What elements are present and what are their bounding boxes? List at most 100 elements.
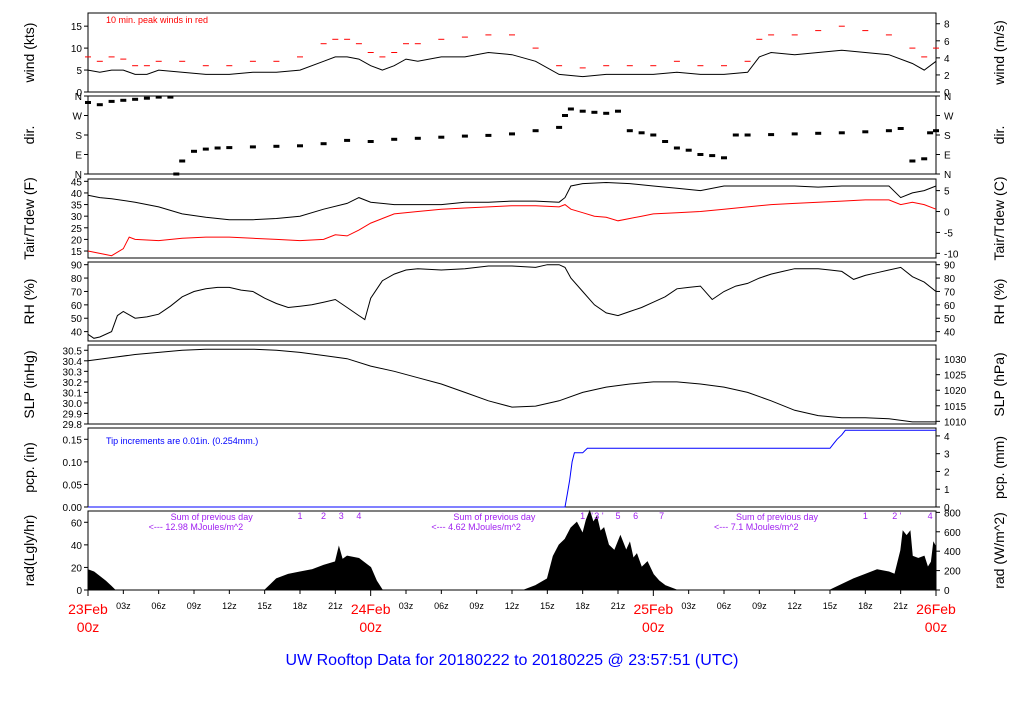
- direction-point: [709, 154, 716, 158]
- direction-point: [732, 133, 739, 137]
- wind-series-line-0: [87, 49, 937, 78]
- humidity-left-tick-label: 70: [71, 287, 83, 298]
- wind-annotation: 10 min. peak winds in red: [106, 15, 208, 25]
- x-major-time-label: 00z: [925, 619, 948, 635]
- precipitation-right-axis-title: pcp. (mm): [991, 436, 1007, 499]
- pressure-left-tick-label: 30.4: [63, 357, 83, 368]
- radiation-hour-mark: ': [602, 511, 604, 521]
- direction-point: [697, 153, 704, 156]
- direction-point: [862, 130, 869, 134]
- radiation-hour-mark: 1: [580, 511, 585, 521]
- pressure-left-axis-title: SLP (inHg): [21, 350, 37, 418]
- precipitation-left-tick-label: 0.05: [63, 480, 83, 491]
- pressure-right-tick-label: 1025: [944, 371, 967, 382]
- x-major-day-label: 26Feb: [916, 601, 956, 617]
- x-minor-label: 15z: [257, 601, 272, 611]
- wind-left-tick-label: 10: [71, 44, 83, 55]
- radiation-day-note-line1: Sum of previous day: [736, 512, 819, 522]
- x-minor-label: 03z: [116, 601, 131, 611]
- pressure-right-tick-label: 1010: [944, 417, 967, 428]
- x-minor-label: 12z: [222, 601, 237, 611]
- x-major-time-label: 00z: [642, 619, 665, 635]
- humidity-right-tick-label: 40: [944, 328, 956, 339]
- wind-left-tick-label: 0: [76, 88, 82, 99]
- radiation-day-note-line2: <--- 4.62 MJoules/m^2: [431, 522, 521, 532]
- direction-point: [173, 172, 180, 176]
- direction-point: [143, 96, 150, 100]
- direction-point: [391, 137, 398, 141]
- direction-point: [202, 147, 209, 151]
- direction-point: [562, 114, 568, 117]
- direction-point: [226, 146, 233, 150]
- x-major-day-label: 25Feb: [633, 601, 673, 617]
- direction-point: [167, 95, 174, 99]
- radiation-day-note-line2: <--- 7.1 MJoules/m^2: [714, 522, 799, 532]
- radiation-hour-mark: 5: [615, 511, 620, 521]
- direction-point: [638, 131, 645, 135]
- radiation-left-tick-label: 20: [71, 563, 83, 574]
- humidity-right-tick-label: 70: [944, 287, 956, 298]
- radiation-left-tick-label: 40: [71, 541, 83, 552]
- radiation-hour-mark: ': [900, 511, 902, 521]
- radiation-left-tick-label: 60: [71, 518, 83, 529]
- temperature-right-axis-title: Tair/Tdew (C): [991, 176, 1007, 260]
- pressure-panel-frame: [87, 344, 937, 425]
- x-minor-label: 09z: [752, 601, 767, 611]
- x-minor-label: 21z: [893, 601, 908, 611]
- direction-point: [461, 134, 468, 138]
- direction-point: [85, 101, 91, 104]
- temperature-panel-frame: [87, 178, 937, 259]
- precipitation-right-tick-label: 2: [944, 467, 950, 478]
- humidity-left-axis-title: RH (%): [21, 279, 37, 325]
- radiation-right-tick-label: 600: [944, 528, 961, 539]
- temperature-right-tick-label: -5: [944, 228, 953, 239]
- precipitation-right-tick-label: 0: [944, 503, 950, 514]
- temperature-series-line-0: [87, 181, 937, 221]
- wind-right-tick-label: 2: [944, 71, 950, 82]
- humidity-series-line-0: [87, 264, 937, 339]
- direction-point: [567, 107, 574, 111]
- x-minor-label: 03z: [399, 601, 414, 611]
- radiation-hour-mark: 1: [863, 511, 868, 521]
- precipitation-left-tick-label: 0.00: [63, 503, 83, 514]
- direction-point: [556, 125, 563, 129]
- direction-point: [791, 132, 798, 136]
- direction-point: [414, 136, 421, 140]
- radiation-hour-mark: ': [591, 511, 593, 521]
- radiation-hour-mark: 7: [659, 511, 664, 521]
- precipitation-right-tick-label: 1: [944, 485, 950, 496]
- x-minor-label: 06z: [717, 601, 732, 611]
- direction-left-tick-label: N: [75, 170, 82, 181]
- x-minor-label: 21z: [328, 601, 343, 611]
- direction-point: [249, 145, 256, 149]
- wind-left-tick-label: 5: [76, 66, 82, 77]
- chart-title: UW Rooftop Data for 20180222 to 20180225…: [286, 652, 739, 669]
- temperature-right-tick-label: 0: [944, 208, 950, 219]
- precipitation-left-axis-title: pcp. (in): [21, 442, 37, 493]
- wind-right-tick-label: 0: [944, 88, 950, 99]
- x-minor-label: 12z: [787, 601, 802, 611]
- direction-point: [662, 140, 669, 143]
- humidity-right-tick-label: 90: [944, 261, 956, 272]
- direction-point: [96, 103, 103, 107]
- direction-left-tick-label: S: [75, 131, 82, 142]
- x-minor-label: 09z: [469, 601, 484, 611]
- direction-left-axis-title: dir.: [21, 126, 37, 145]
- pressure-left-tick-label: 30.3: [63, 367, 83, 378]
- pressure-right-tick-label: 1020: [944, 386, 967, 397]
- direction-point: [673, 146, 680, 150]
- pressure-series-line-0: [87, 348, 936, 423]
- pressure-left-tick-label: 30.5: [63, 346, 83, 357]
- direction-point: [485, 133, 492, 137]
- direction-left-tick-label: E: [75, 151, 82, 162]
- x-minor-label: 18z: [575, 601, 590, 611]
- direction-right-tick-label: E: [944, 151, 951, 162]
- humidity-left-tick-label: 80: [71, 274, 83, 285]
- direction-point: [320, 142, 327, 146]
- direction-point: [191, 149, 197, 153]
- pressure-left-tick-label: 30.0: [63, 399, 83, 410]
- x-minor-label: 03z: [681, 601, 696, 611]
- pressure-left-tick-label: 30.2: [63, 378, 83, 389]
- precipitation-series-line-0: [88, 429, 936, 508]
